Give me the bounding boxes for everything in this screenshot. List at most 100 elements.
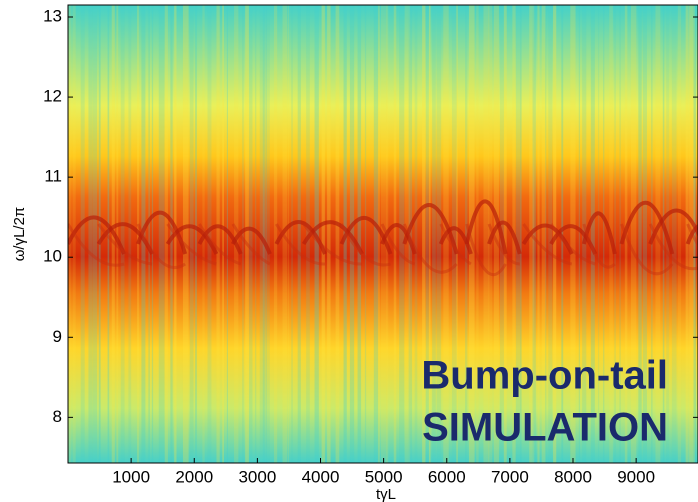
texture-stripe [148,5,151,463]
texture-stripe [638,5,642,463]
texture-stripe [116,5,119,463]
texture-arc [648,223,698,271]
texture-arc [68,215,126,255]
x-tick-label: 2000 [175,467,213,486]
texture-stripe [393,5,397,463]
texture-stripe [428,5,431,463]
texture-stripe [548,5,553,463]
texture-stripe [273,5,278,463]
texture-stripe [216,5,220,463]
texture-stripe [651,5,653,463]
texture-arc [339,215,393,255]
annotation: Bump-on-tail [421,354,668,398]
texture-stripe [515,5,522,463]
texture-stripe [158,5,165,463]
y-tick-label: 12 [43,87,62,106]
texture-arc [521,223,574,255]
texture-stripe [422,5,426,463]
texture-arc [136,210,188,255]
texture-arc [581,211,617,255]
texture-arc [487,220,522,255]
texture-arc [198,223,242,266]
texture-stripe [630,5,637,463]
texture-arc [582,223,616,269]
texture-arc [686,223,698,248]
texture-arc [487,223,520,266]
texture-stripe [170,5,173,463]
y-tick-label: 11 [44,167,62,186]
texture-arc [402,203,459,255]
texture-stripe [541,5,546,463]
texture-stripe [465,5,468,463]
texture-arc [68,223,125,267]
y-tick-label: 9 [53,327,62,346]
texture-stripe [488,5,493,463]
texture-stripe [532,5,536,463]
texture-stripe [503,5,507,463]
texture-stripe [603,5,605,463]
texture-stripe [222,5,224,463]
texture-arc [136,223,186,270]
texture-stripe [80,5,85,463]
x-tick-label: 8000 [554,467,592,486]
texture-stripe [207,5,212,463]
texture-arc [549,224,598,255]
texture-stripe [578,5,580,463]
texture-stripe [92,5,98,463]
x-tick-label: 7000 [491,467,529,486]
y-tick-label: 10 [43,247,62,266]
texture-stripe [677,5,682,463]
texture-arc [465,223,507,277]
texture-stripe [249,5,253,463]
texture-stripe [194,5,198,463]
texture-arc [439,223,472,266]
texture-stripe [377,5,380,463]
texture-stripe [88,5,93,463]
y-tick-label: 8 [53,407,62,426]
texture-arc [274,220,327,255]
texture-stripe [483,5,490,463]
texture-stripe [364,5,367,463]
x-tick-label: 6000 [428,467,466,486]
texture-stripe [432,5,436,463]
texture-arc [166,223,217,266]
texture-stripe [493,5,499,463]
texture-stripe [642,5,647,463]
texture-arc [438,226,473,255]
texture-stripe [128,5,132,463]
spectrogram [68,5,698,463]
texture-stripe [98,5,101,463]
texture-stripe [373,5,379,463]
x-axis-label: tγL [376,486,396,502]
texture-arc [165,224,219,255]
texture-stripe [291,5,294,463]
x-tick-label: 4000 [302,467,340,486]
texture-arc [402,223,458,274]
texture-arc [464,199,508,255]
texture-stripe [327,5,331,463]
texture-arc [197,224,243,255]
x-tick-label: 9000 [617,467,655,486]
texture-stripe [545,5,547,463]
x-tick-label: 5000 [365,467,403,486]
texture-stripe [259,5,265,463]
texture-stripe [553,5,557,463]
texture-stripe [242,5,244,463]
texture-stripe [414,5,418,463]
texture-stripe [68,5,72,463]
texture-stripe [425,5,429,463]
texture-stripe [537,5,540,463]
texture-stripe [335,5,340,463]
texture-stripe [254,5,257,463]
texture-stripe [234,5,239,463]
texture-arc [619,200,675,255]
texture-arc [231,226,272,255]
texture-stripe [671,5,677,463]
texture-stripe [306,5,310,463]
texture-stripe [476,5,479,463]
annotation: SIMULATION [422,406,668,450]
x-tick-label: 3000 [238,467,276,486]
x-tick-label: 1000 [112,467,150,486]
texture-stripe [120,5,125,463]
texture-stripe [297,5,301,463]
